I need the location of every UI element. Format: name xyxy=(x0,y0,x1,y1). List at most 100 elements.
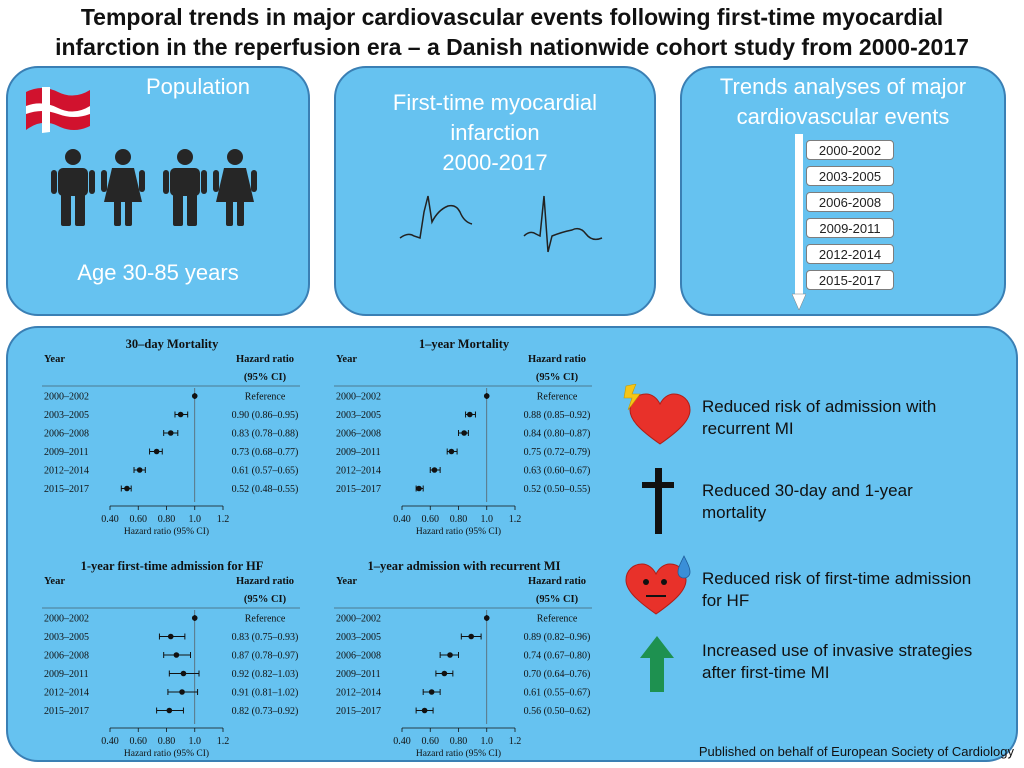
finding-hf-admission: Reduced risk of first-time admission for… xyxy=(702,568,1002,612)
hazard-ratio-label: 0.90 (0.86–0.95) xyxy=(232,410,299,421)
x-axis-label: Hazard ratio (95% CI) xyxy=(124,748,209,759)
row-year-label: 2003–2005 xyxy=(336,632,381,643)
row-year-label: 2012–2014 xyxy=(44,688,89,699)
x-axis-tick-label: 1.2 xyxy=(509,514,522,525)
hazard-ratio-point xyxy=(441,670,448,677)
column-header-hr: Hazard ratio xyxy=(528,354,586,365)
sad-heart-icon xyxy=(625,555,691,615)
period-label: 2009-2011 xyxy=(806,218,894,238)
x-axis-tick-label: 1.0 xyxy=(481,736,494,747)
hazard-ratio-point xyxy=(447,652,453,658)
hazard-ratio-point xyxy=(461,430,467,436)
row-year-label: 2015–2017 xyxy=(336,484,381,495)
x-axis-tick-label: 1.0 xyxy=(481,514,494,525)
column-header-year: Year xyxy=(44,354,65,365)
hazard-ratio-point xyxy=(177,411,184,418)
row-year-label: 2012–2014 xyxy=(336,466,381,477)
mi-heading-line-2: infarction xyxy=(450,120,540,145)
trends-heading-line-1: Trends analyses of major xyxy=(719,74,967,99)
x-axis-tick-label: 1.2 xyxy=(217,736,230,747)
denmark-flag-icon xyxy=(26,87,90,133)
row-year-label: 2006–2008 xyxy=(44,651,89,662)
results-panel xyxy=(6,326,1018,762)
x-axis-tick-label: 0.80 xyxy=(158,736,176,747)
hazard-ratio-point xyxy=(431,467,438,473)
row-year-label: 2003–2005 xyxy=(44,632,89,643)
row-year-label: 2015–2017 xyxy=(44,484,89,495)
x-axis-label: Hazard ratio (95% CI) xyxy=(416,748,501,759)
x-axis-tick-label: 1.0 xyxy=(189,514,202,525)
mi-panel: First-time myocardial infarction 2000-20… xyxy=(334,66,656,316)
hazard-ratio-label: 0.63 (0.60–0.67) xyxy=(524,466,591,477)
hazard-ratio-point xyxy=(468,633,475,640)
chart-title: 1–year Mortality xyxy=(419,337,510,351)
period-label: 2003-2005 xyxy=(806,166,894,186)
population-panel: Population Age 30-85 years xyxy=(6,66,310,316)
hazard-ratio-label: 0.74 (0.67–0.80) xyxy=(524,651,591,662)
row-year-label: 2015–2017 xyxy=(336,706,381,717)
column-header-ci: (95% CI) xyxy=(536,372,579,383)
row-year-label: 2009–2011 xyxy=(44,669,89,680)
mi-heading-line-1: First-time myocardial xyxy=(392,90,598,115)
title: Temporal trends in major cardiovascular … xyxy=(0,2,1024,62)
row-year-label: 2006–2008 xyxy=(336,651,381,662)
hazard-ratio-label: 0.73 (0.68–0.77) xyxy=(232,447,299,458)
column-header-year: Year xyxy=(44,576,65,587)
up-arrow-icon xyxy=(640,636,674,692)
hazard-ratio-label: 0.75 (0.72–0.79) xyxy=(524,447,591,458)
forest-plot-hf-admission: 1-year first-time admission for HF Year Ha… xyxy=(42,559,300,759)
heart-lightning-icon xyxy=(623,384,691,445)
hazard-ratio-point xyxy=(167,430,174,436)
x-axis-tick-label: 0.80 xyxy=(158,514,176,525)
hazard-ratio-label: 0.83 (0.75–0.93) xyxy=(232,632,299,643)
hazard-ratio-label: 0.92 (0.82–1.03) xyxy=(232,669,299,680)
hazard-ratio-label: Reference xyxy=(537,614,578,625)
column-header-ci: (95% CI) xyxy=(244,594,287,605)
male-person-icon xyxy=(163,149,207,226)
hazard-ratio-point xyxy=(124,485,130,492)
x-axis-tick-label: 1.0 xyxy=(189,736,202,747)
hazard-ratio-point xyxy=(448,448,455,455)
x-axis-label: Hazard ratio (95% CI) xyxy=(416,526,501,537)
x-axis-tick-label: 0.80 xyxy=(450,736,468,747)
hazard-ratio-point xyxy=(421,707,428,714)
hazard-ratio-point xyxy=(483,393,490,399)
chart-title: 1-year first-time admission for HF xyxy=(81,559,264,573)
finding-text-line-1: Reduced 30-day and 1-year xyxy=(702,481,913,500)
row-year-label: 2003–2005 xyxy=(44,410,89,421)
hazard-ratio-label: 0.89 (0.82–0.96) xyxy=(524,632,591,643)
x-axis-tick-label: 0.60 xyxy=(422,736,440,747)
hazard-ratio-label: 0.83 (0.78–0.88) xyxy=(232,429,299,440)
period-label: 2006-2008 xyxy=(806,192,894,212)
hazard-ratio-label: 0.88 (0.85–0.92) xyxy=(524,410,591,421)
female-person-icon xyxy=(213,149,257,226)
finding-recurrent-mi: Reduced risk of admission with recurrent… xyxy=(702,396,1002,440)
period-label: 2000-2002 xyxy=(806,140,894,160)
finding-text-line-2: after first-time MI xyxy=(702,663,830,682)
row-year-label: 2012–2014 xyxy=(44,466,89,477)
column-header-hr: Hazard ratio xyxy=(236,354,294,365)
hazard-ratio-label: 0.82 (0.73–0.92) xyxy=(232,706,299,717)
hazard-ratio-label: 0.84 (0.80–0.87) xyxy=(524,429,591,440)
finding-text-line-1: Reduced risk of first-time admission xyxy=(702,569,972,588)
row-year-label: 2015–2017 xyxy=(44,706,89,717)
finding-text-line-1: Reduced risk of admission with xyxy=(702,397,937,416)
forest-plot-1year-mortality: 1–year Mortality Year Hazard ratio (95% CI)… xyxy=(334,337,592,537)
period-label: 2015-2017 xyxy=(806,270,894,290)
x-axis-tick-label: 0.60 xyxy=(130,514,148,525)
ecg-normal-icon xyxy=(523,195,603,253)
title-line-2: infarction in the reperfusion era – a Da… xyxy=(55,34,969,60)
hazard-ratio-point xyxy=(191,393,198,399)
hazard-ratio-label: 0.56 (0.50–0.62) xyxy=(524,706,591,717)
row-year-label: 2006–2008 xyxy=(336,429,381,440)
hazard-ratio-label: Reference xyxy=(537,392,578,403)
row-year-label: 2003–2005 xyxy=(336,410,381,421)
trends-heading-line-2: cardiovascular events xyxy=(736,104,950,129)
mi-heading-line-3: 2000-2017 xyxy=(442,150,548,175)
hazard-ratio-point xyxy=(136,467,143,473)
hazard-ratio-label: 0.61 (0.55–0.67) xyxy=(524,688,591,699)
finding-mortality: Reduced 30-day and 1-year mortality xyxy=(702,480,1002,524)
row-year-label: 2000–2002 xyxy=(336,614,381,625)
row-year-label: 2009–2011 xyxy=(336,447,381,458)
hazard-ratio-point xyxy=(153,448,160,455)
